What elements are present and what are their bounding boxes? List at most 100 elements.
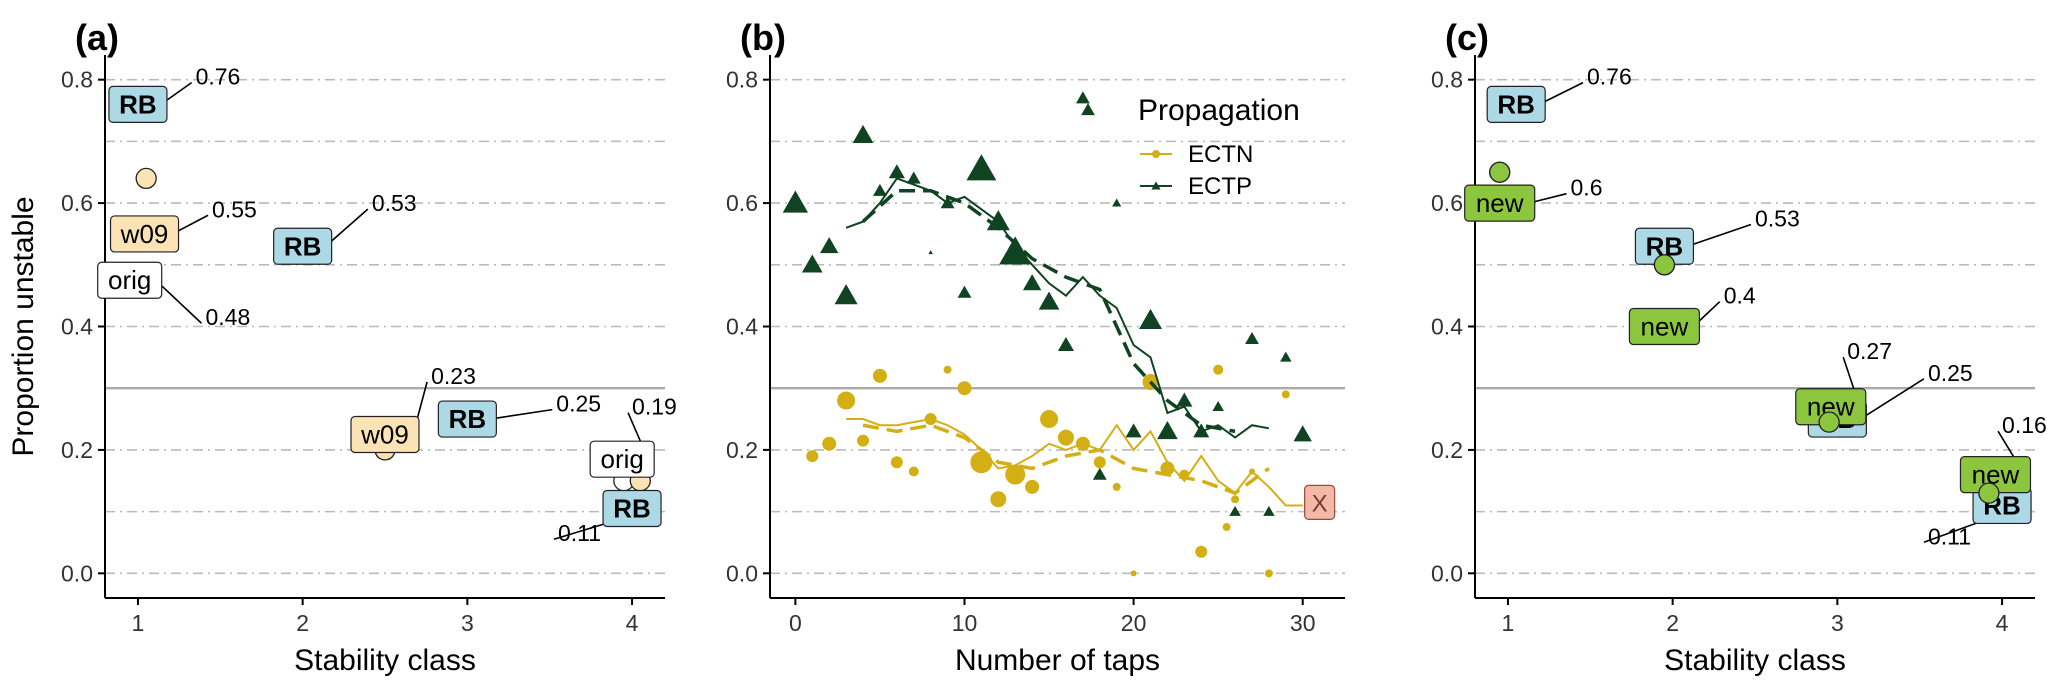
y-tick-label: 0.6: [1431, 190, 1463, 216]
data-point-ectp: [1139, 308, 1163, 329]
data-point-ectp: [1280, 351, 1292, 362]
data-point-ectp: [966, 154, 997, 181]
data-point-ectn: [1130, 570, 1137, 577]
leader-line: [325, 208, 369, 247]
value-label: 0.27: [1847, 338, 1892, 364]
data-point-ectn: [1025, 479, 1040, 494]
legend-swatch-marker: [1152, 150, 1160, 158]
value-label: 0.25: [556, 391, 601, 417]
label-box: [1486, 85, 1546, 123]
leader-line: [1538, 81, 1584, 106]
label-rb: RB: [1497, 89, 1535, 119]
panel-a: 0.0 0.2 0.4 0.6 0.8 1 2 3 4 (a) Stability class Pro…: [7, 17, 677, 677]
data-point-front: [1489, 161, 1511, 183]
data-point-ectn: [1112, 482, 1121, 491]
data-point-ectp: [834, 284, 858, 305]
value-label: 0.53: [1755, 206, 1800, 232]
data-point-ectp: [1193, 423, 1210, 438]
data-point-ectp: [1125, 423, 1142, 438]
data-point-ectp: [819, 237, 839, 254]
data-point-ectn: [908, 466, 919, 477]
data-point-ectn: [990, 491, 1007, 508]
data-point-ectn: [1005, 464, 1026, 485]
data-point-ectn: [1264, 569, 1273, 578]
data-point-ectp: [906, 171, 921, 184]
data-point-ectp: [782, 190, 809, 213]
value-label: 0.19: [632, 394, 677, 420]
leader-line: [1687, 223, 1752, 248]
panel-label: (a): [75, 17, 119, 58]
x-tick-label: 4: [1996, 610, 2009, 636]
data-point-ectn: [957, 381, 972, 396]
value-label: 0.55: [212, 196, 257, 222]
x-tick-label: 0: [789, 610, 802, 636]
data-point-ectp: [1022, 274, 1042, 291]
data-point-front: [1978, 482, 2000, 504]
legend-entry: ECTP: [1188, 173, 1252, 200]
label-box: [1464, 184, 1536, 222]
x-marker-label: X: [1312, 490, 1328, 517]
data-point-ectn: [1040, 410, 1059, 429]
data-point-ectp: [957, 285, 972, 298]
data-point-front: [1818, 411, 1840, 433]
data-point-ectn: [943, 365, 952, 374]
label-box: [602, 489, 662, 528]
leader-line: [155, 279, 203, 324]
y-axis-label: Proportion unstable: [7, 196, 40, 456]
data-point-ectp: [940, 196, 955, 209]
series-trend-ectp: [861, 189, 1236, 434]
y-tick-label: 0.2: [1431, 437, 1463, 463]
label-rb: RB: [119, 89, 157, 119]
y-tick-label: 0.8: [726, 67, 758, 93]
data-point-ectn: [924, 413, 937, 426]
y-tick-label: 0.4: [1431, 314, 1463, 340]
value-label: 0.76: [196, 64, 241, 90]
y-tick-label: 0.4: [61, 314, 93, 340]
data-point-ectp: [1075, 91, 1090, 104]
panel-label: (b): [740, 17, 786, 58]
data-point-ectn: [822, 436, 837, 451]
label-w09: w09: [360, 419, 409, 449]
x-tick-label: 2: [296, 610, 309, 636]
label-box: [108, 85, 168, 123]
data-point-ectn: [837, 391, 856, 410]
label-box: [350, 415, 420, 454]
label-new: new: [1972, 460, 2020, 490]
data-point-ectp: [873, 183, 887, 196]
data-point-ectp: [986, 210, 1010, 231]
x-tick-label: 20: [1121, 610, 1147, 636]
panel-b: 0.0 0.2 0.4 0.6 0.8 0 10 20 30 (b) Number of taps X…: [726, 17, 1345, 677]
label-w09: w09: [120, 219, 169, 249]
data-point-ectn: [1213, 364, 1224, 375]
legend-title-triangle: [1081, 103, 1095, 116]
data-point-ectp: [1112, 198, 1122, 207]
panel-label: (c): [1445, 17, 1489, 58]
data-point-ectn: [1057, 429, 1074, 446]
series-line-ectp: [845, 177, 1270, 439]
y-tick-label: 0.8: [61, 67, 93, 93]
y-tick-label: 0.2: [61, 437, 93, 463]
leader-line: [1859, 378, 1925, 420]
y-tick-label: 0.6: [726, 190, 758, 216]
data-point-ectn: [1093, 456, 1106, 469]
panel-c: 0.0 0.2 0.4 0.6 0.8 1 2 3 4 (c) Stability class RB 0…: [1431, 17, 2047, 677]
x-tick-label: 1: [1502, 610, 1515, 636]
series-line-ectn: [846, 418, 1303, 507]
x-tick-label: 30: [1290, 610, 1316, 636]
leader-line: [490, 408, 553, 420]
label-orig: orig: [108, 265, 151, 295]
x-axis-label: Stability class: [1664, 644, 1846, 677]
data-point-ectn: [1195, 545, 1208, 558]
x-tick-label: 1: [132, 610, 145, 636]
x-marker-box: [1304, 484, 1336, 520]
value-label: 0.6: [1571, 175, 1603, 201]
data-point-ectn: [1160, 461, 1175, 476]
data-point-ectn: [872, 368, 887, 383]
data-point-ectp: [999, 236, 1032, 265]
y-tick-label: 0.0: [1431, 560, 1463, 586]
legend-title: Propagation: [1138, 94, 1300, 127]
series-trend-ectn: [862, 423, 1270, 496]
data-point-front: [1653, 254, 1676, 276]
data-point-ectn: [1222, 523, 1231, 532]
value-label: 0.16: [2002, 412, 2047, 438]
